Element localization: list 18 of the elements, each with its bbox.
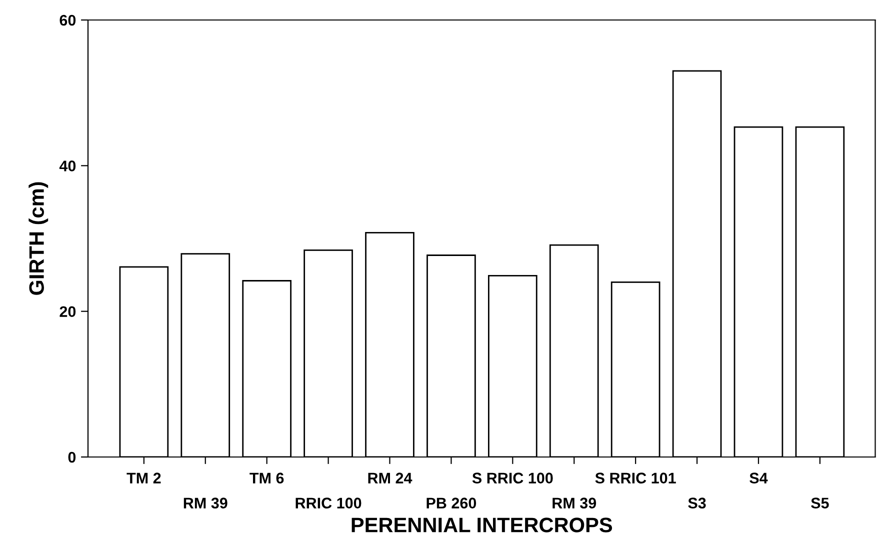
x-tick-label: S RRIC 100 bbox=[472, 472, 553, 484]
x-tick-label: S3 bbox=[688, 498, 706, 509]
y-tick-label: 0 bbox=[68, 452, 76, 463]
x-tick-label: TM 6 bbox=[250, 472, 284, 484]
y-axis-title: GIRTH (cm) bbox=[28, 182, 48, 295]
x-tick-label: RRIC 100 bbox=[296, 498, 362, 508]
x-tick-label: S RRIC 101 bbox=[595, 472, 676, 484]
x-tick-label: TM 2 bbox=[126, 472, 161, 484]
x-tick-label: RM 39 bbox=[552, 498, 596, 509]
x-tick-label: RM 39 bbox=[184, 498, 228, 509]
x-tick-label: RM 24 bbox=[368, 472, 412, 484]
y-tick-label: 60 bbox=[60, 14, 76, 26]
x-tick-label: PB 260 bbox=[426, 498, 476, 508]
x-tick-label: S5 bbox=[811, 498, 829, 508]
x-tick-label: S4 bbox=[750, 472, 768, 484]
x-axis-title: PERENNIAL INTERCROPS bbox=[352, 518, 612, 532]
y-tick-label: 40 bbox=[59, 160, 76, 172]
y-tick-label: 20 bbox=[60, 306, 76, 318]
